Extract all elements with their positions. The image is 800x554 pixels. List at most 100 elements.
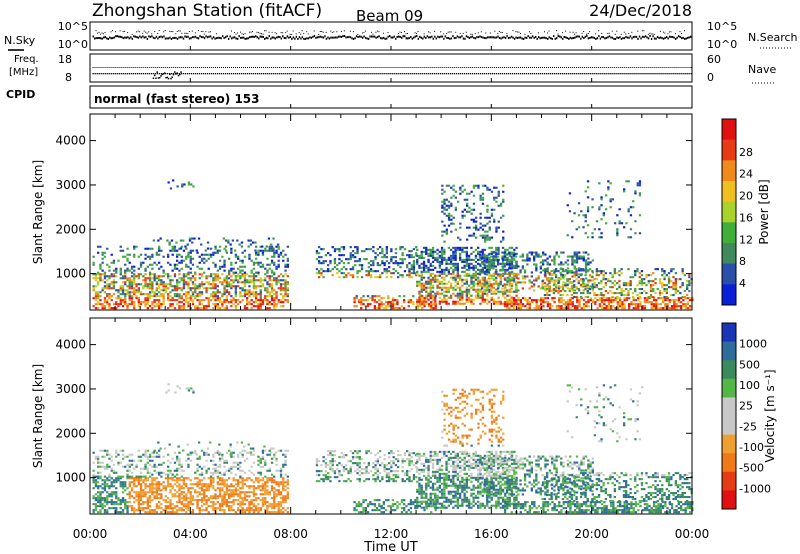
power-cell	[230, 295, 233, 298]
power-cell	[142, 261, 145, 264]
power-cell	[562, 299, 565, 302]
power-cell	[146, 287, 149, 290]
power-cell	[196, 293, 199, 296]
power-cell	[638, 184, 642, 187]
power-cell	[463, 214, 466, 217]
power-cell	[553, 289, 556, 292]
nsearch-point	[562, 32, 564, 34]
power-cell	[248, 291, 251, 294]
power-cell	[194, 285, 197, 288]
power-cell	[438, 296, 441, 299]
power-cell	[544, 271, 547, 274]
nsky-point	[449, 37, 451, 40]
nsearch-point	[205, 31, 207, 33]
power-cell	[315, 272, 319, 275]
nave-point	[676, 73, 678, 75]
nsky-point	[279, 36, 281, 39]
power-cell	[546, 283, 549, 286]
power-cell	[415, 252, 418, 255]
nsky-point	[349, 36, 352, 39]
power-cell	[214, 251, 217, 254]
power-cell	[158, 253, 161, 256]
nave-point	[251, 73, 253, 75]
nave-point	[224, 73, 227, 75]
power-cell	[637, 299, 640, 302]
power-cell	[200, 243, 203, 246]
power-cell	[133, 247, 136, 250]
power-cell	[167, 253, 170, 256]
power-cell	[661, 292, 664, 295]
nsky-point	[610, 36, 612, 39]
freq-point	[234, 67, 236, 68]
power-cell	[452, 286, 455, 289]
power-cell	[598, 303, 601, 306]
power-cell	[225, 307, 228, 310]
power-cell	[178, 287, 181, 290]
power-cell	[679, 292, 682, 295]
power-cell	[425, 297, 428, 300]
power-cell	[353, 297, 356, 300]
nsky-point	[652, 35, 654, 38]
nave-point	[170, 73, 173, 75]
power-cell	[573, 267, 576, 270]
power-cell	[499, 290, 502, 293]
power-cell	[654, 268, 657, 271]
nsearch-point	[667, 33, 669, 35]
nsky-point	[568, 37, 570, 40]
power-cell	[447, 216, 451, 219]
freq-point	[96, 67, 98, 68]
power-cell	[655, 305, 658, 308]
nsearch-point	[145, 31, 147, 33]
nave-point	[608, 73, 610, 75]
power-cell	[472, 220, 476, 223]
power-cell	[638, 182, 642, 185]
power-cell	[273, 279, 276, 282]
nsky-point	[628, 36, 630, 39]
nsky-point	[465, 35, 468, 38]
power-cell	[257, 249, 260, 252]
nsky-point	[483, 36, 486, 39]
nsearch-point	[405, 33, 407, 35]
power-cell	[151, 307, 154, 310]
power-cell	[472, 258, 475, 261]
power-cell	[243, 255, 247, 258]
power-cell	[456, 272, 459, 275]
power-cell	[268, 277, 271, 280]
power-cell	[564, 305, 568, 308]
power-cell	[553, 261, 556, 264]
power-cell	[234, 255, 237, 258]
power-cell	[479, 294, 482, 297]
nsky-point	[303, 37, 305, 40]
power-cell	[571, 297, 574, 300]
power-cell	[282, 287, 285, 290]
power-cell	[189, 257, 192, 260]
power-cell	[205, 287, 208, 290]
nsky-point	[297, 37, 299, 40]
power-cell	[103, 251, 107, 254]
nsearch-point	[131, 33, 133, 35]
power-cell	[425, 280, 428, 283]
power-cell	[557, 282, 560, 285]
power-cell	[573, 275, 576, 278]
nsky-point	[103, 36, 105, 39]
power-cell	[200, 281, 204, 284]
freq-point	[180, 67, 182, 68]
power-cell	[486, 302, 489, 305]
nave-point	[273, 73, 275, 75]
nsky-point	[516, 36, 519, 39]
nsky-point	[307, 37, 310, 40]
power-cell	[106, 285, 109, 288]
power-cell	[144, 279, 147, 282]
power-cell	[133, 255, 136, 258]
nave-point	[576, 73, 578, 75]
power-cell	[584, 220, 587, 223]
freq-point	[385, 67, 387, 68]
power-cell	[638, 214, 642, 217]
power-cell	[659, 303, 662, 306]
nsky-point	[128, 37, 131, 40]
power-cell	[146, 277, 149, 280]
power-cell	[648, 297, 651, 300]
power-cell	[121, 287, 125, 290]
power-cell	[101, 273, 104, 276]
power-cell	[429, 296, 432, 299]
